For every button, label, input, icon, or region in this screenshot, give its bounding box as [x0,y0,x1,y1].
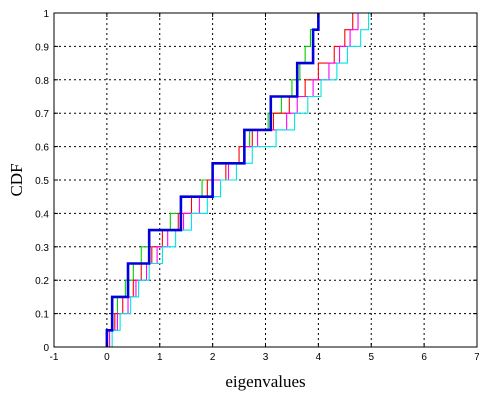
y-tick-label: 0.3 [35,243,49,254]
y-tick-label: 0.2 [35,276,49,287]
x-tick-label: 5 [368,352,374,363]
tick-labels: -1 0 1 2 3 4 5 6 700.10.20.30.40.50.60.70.80.91 [35,9,479,363]
x-tick-label: 0 [104,352,110,363]
x-tick-label: 1 [157,352,163,363]
cdf-series-line [105,13,320,347]
y-axis-label: CDF [7,163,26,196]
cdf-series-line [111,13,370,347]
grid [54,13,477,347]
x-tick-label: 3 [263,352,269,363]
x-tick-label: -1 [50,352,59,363]
x-tick-label: 2 [210,352,216,363]
x-axis-label: eigenvalues [225,372,305,391]
y-tick-label: 0.6 [35,143,49,154]
x-tick-label: 7 [474,352,479,363]
series-group [105,13,370,347]
y-tick-label: 0.1 [35,310,49,321]
y-tick-label: 0.9 [35,42,49,53]
y-tick-label: 0.4 [35,209,49,220]
y-tick-label: 0.7 [35,109,49,120]
y-tick-label: 0 [43,343,49,354]
y-tick-label: 1 [43,9,49,20]
x-tick-label: 4 [316,352,322,363]
y-tick-label: 0.5 [35,176,49,187]
x-tick-label: 6 [421,352,427,363]
ticks [53,12,478,348]
y-tick-label: 0.8 [35,76,49,87]
